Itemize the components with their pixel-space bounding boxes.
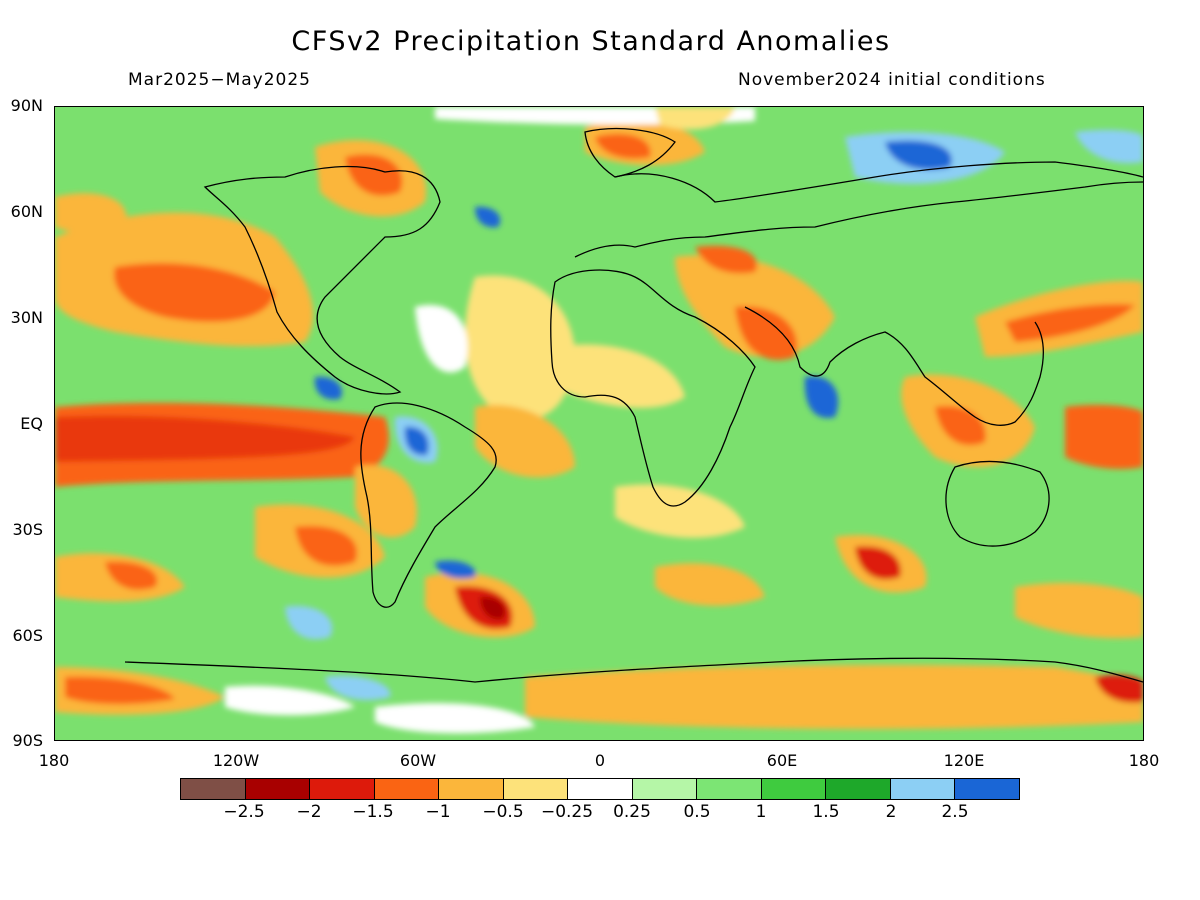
colorbar-tick-label: −2.5: [223, 802, 265, 822]
lon-label: 60W: [399, 751, 437, 770]
map-title: CFSv2 Precipitation Standard Anomalies: [291, 26, 891, 57]
colorbar-swatch: [310, 779, 375, 799]
colorbar-swatch: [955, 779, 1019, 799]
lat-label: 60S: [12, 626, 43, 645]
lon-label: 60E: [766, 751, 798, 770]
colorbar-swatch: [697, 779, 762, 799]
initial-conditions: November2024 initial conditions: [738, 70, 1046, 90]
colorbar-tick-label: 1.5: [812, 802, 840, 822]
colorbar-swatch: [439, 779, 504, 799]
lat-label: 30S: [12, 520, 43, 539]
colorbar: [180, 778, 1020, 800]
colorbar-swatch: [568, 779, 633, 799]
colorbar-swatch: [374, 779, 440, 799]
colorbar-tick-label: −1: [425, 802, 451, 822]
lat-label: EQ: [20, 414, 43, 433]
lat-label: 30N: [10, 308, 43, 327]
colorbar-tick-label: 2.5: [941, 802, 969, 822]
lon-label: 180: [1128, 751, 1160, 770]
lon-label: 180: [38, 751, 70, 770]
forecast-period: Mar2025−May2025: [128, 70, 311, 90]
lon-label: 120W: [212, 751, 260, 770]
lat-label: 90N: [10, 96, 43, 115]
colorbar-swatch: [181, 779, 246, 799]
lat-label: 60N: [10, 202, 43, 221]
colorbar-tick-label: 0.5: [683, 802, 711, 822]
colorbar-tick-label: 2: [885, 802, 897, 822]
colorbar-tick-label: −1.5: [352, 802, 394, 822]
colorbar-tick-label: 1: [755, 802, 767, 822]
colorbar-swatch: [761, 779, 827, 799]
colorbar-swatch: [890, 779, 956, 799]
colorbar-tick-label: 0.25: [613, 802, 651, 822]
anomaly-map: [54, 106, 1144, 741]
lon-label: 120E: [943, 751, 985, 770]
colorbar-tick-label: −0.25: [540, 802, 594, 822]
colorbar-tick-label: −2: [296, 802, 322, 822]
colorbar-swatch: [632, 779, 698, 799]
colorbar-swatch: [503, 779, 569, 799]
anomaly-field: [55, 107, 1143, 740]
lat-label: 90S: [12, 731, 43, 750]
colorbar-swatch: [826, 779, 891, 799]
lon-label: 0: [594, 751, 606, 770]
colorbar-swatch: [245, 779, 311, 799]
colorbar-tick-label: −0.5: [482, 802, 524, 822]
